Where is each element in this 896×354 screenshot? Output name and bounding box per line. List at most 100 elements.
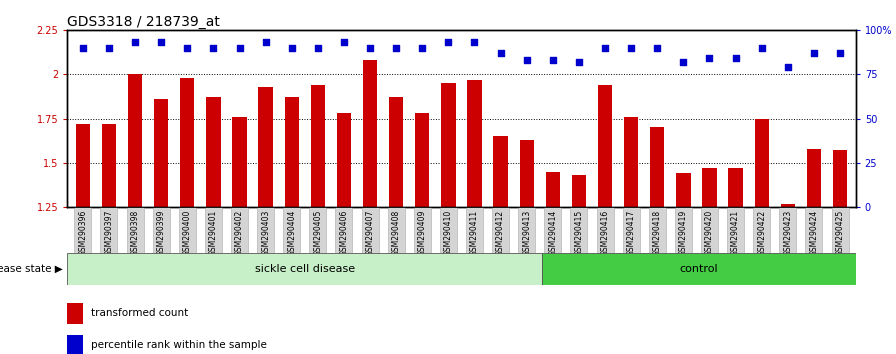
Bar xyxy=(597,207,614,253)
Point xyxy=(363,45,377,51)
Point xyxy=(258,40,272,45)
Point xyxy=(520,57,534,63)
Point xyxy=(102,45,116,51)
Bar xyxy=(362,207,378,253)
Point xyxy=(441,40,455,45)
Bar xyxy=(650,127,665,207)
Point xyxy=(598,45,612,51)
Bar xyxy=(179,207,196,253)
Text: GSM290399: GSM290399 xyxy=(157,210,166,256)
Bar xyxy=(520,140,534,207)
Bar xyxy=(414,207,431,253)
Point xyxy=(676,59,691,65)
Bar xyxy=(152,207,169,253)
Text: control: control xyxy=(680,264,719,274)
Bar xyxy=(676,173,691,207)
Bar xyxy=(754,119,769,207)
Bar xyxy=(727,207,744,253)
Bar xyxy=(466,207,483,253)
Point xyxy=(754,45,769,51)
Text: GDS3318 / 218739_at: GDS3318 / 218739_at xyxy=(67,15,220,29)
Point xyxy=(546,57,560,63)
Bar xyxy=(572,175,586,207)
Point xyxy=(572,59,586,65)
Text: GSM290423: GSM290423 xyxy=(783,210,792,256)
Point xyxy=(154,40,168,45)
Bar xyxy=(440,207,457,253)
Point xyxy=(728,56,743,61)
Bar xyxy=(546,172,560,207)
Text: transformed count: transformed count xyxy=(90,308,188,318)
Bar xyxy=(285,97,299,207)
Text: GSM290414: GSM290414 xyxy=(548,210,557,256)
Bar xyxy=(675,207,692,253)
Bar xyxy=(128,74,142,207)
Bar xyxy=(205,207,222,253)
Bar xyxy=(232,117,246,207)
Text: GSM290412: GSM290412 xyxy=(496,210,505,256)
Bar xyxy=(180,78,194,207)
Text: percentile rank within the sample: percentile rank within the sample xyxy=(90,340,267,350)
Bar xyxy=(100,207,117,253)
Bar xyxy=(74,207,91,253)
Bar xyxy=(754,207,771,253)
Bar xyxy=(67,253,542,285)
Bar xyxy=(833,150,848,207)
Bar xyxy=(806,207,823,253)
Point xyxy=(468,40,482,45)
Text: GSM290409: GSM290409 xyxy=(418,210,426,256)
Point xyxy=(75,45,90,51)
Text: GSM290406: GSM290406 xyxy=(340,210,349,256)
Bar xyxy=(154,99,168,207)
Bar xyxy=(388,207,405,253)
Text: GSM290404: GSM290404 xyxy=(288,210,297,256)
Bar xyxy=(337,113,351,207)
Point xyxy=(494,50,508,56)
Bar xyxy=(468,80,482,207)
Text: GSM290400: GSM290400 xyxy=(183,210,192,256)
Point xyxy=(650,45,665,51)
Bar xyxy=(311,85,325,207)
Bar xyxy=(415,113,429,207)
Text: GSM290401: GSM290401 xyxy=(209,210,218,256)
Bar xyxy=(231,207,248,253)
Bar xyxy=(598,85,612,207)
Text: GSM290424: GSM290424 xyxy=(809,210,818,256)
Bar xyxy=(806,149,821,207)
Bar xyxy=(441,83,455,207)
Point xyxy=(232,45,246,51)
Bar xyxy=(545,207,561,253)
Bar xyxy=(258,87,272,207)
Bar xyxy=(702,168,717,207)
Bar xyxy=(780,204,795,207)
Text: GSM290410: GSM290410 xyxy=(444,210,452,256)
Point xyxy=(206,45,220,51)
Bar xyxy=(623,207,640,253)
Bar xyxy=(206,97,220,207)
Text: GSM290422: GSM290422 xyxy=(757,210,766,256)
Bar xyxy=(126,207,143,253)
Point xyxy=(415,45,429,51)
Text: GSM290417: GSM290417 xyxy=(626,210,635,256)
Text: GSM290408: GSM290408 xyxy=(392,210,401,256)
Bar xyxy=(624,117,638,207)
Point xyxy=(780,64,795,70)
Bar xyxy=(75,124,90,207)
Bar xyxy=(389,97,403,207)
Point xyxy=(128,40,142,45)
Point xyxy=(337,40,351,45)
Text: GSM290421: GSM290421 xyxy=(731,210,740,256)
Text: GSM290403: GSM290403 xyxy=(261,210,270,256)
Bar xyxy=(701,207,718,253)
Bar xyxy=(67,303,83,324)
Text: GSM290405: GSM290405 xyxy=(314,210,323,256)
Bar xyxy=(571,207,588,253)
Text: GSM290425: GSM290425 xyxy=(835,210,845,256)
Bar xyxy=(283,207,300,253)
Bar xyxy=(335,207,352,253)
Point xyxy=(311,45,325,51)
Bar xyxy=(309,207,326,253)
Point xyxy=(389,45,403,51)
Text: GSM290420: GSM290420 xyxy=(705,210,714,256)
Bar xyxy=(494,136,508,207)
